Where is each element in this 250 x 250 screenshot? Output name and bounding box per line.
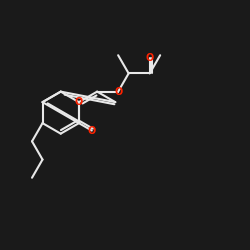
Text: O: O — [146, 53, 154, 63]
Text: O: O — [75, 97, 83, 107]
Text: O: O — [114, 87, 122, 97]
Text: O: O — [88, 126, 96, 136]
